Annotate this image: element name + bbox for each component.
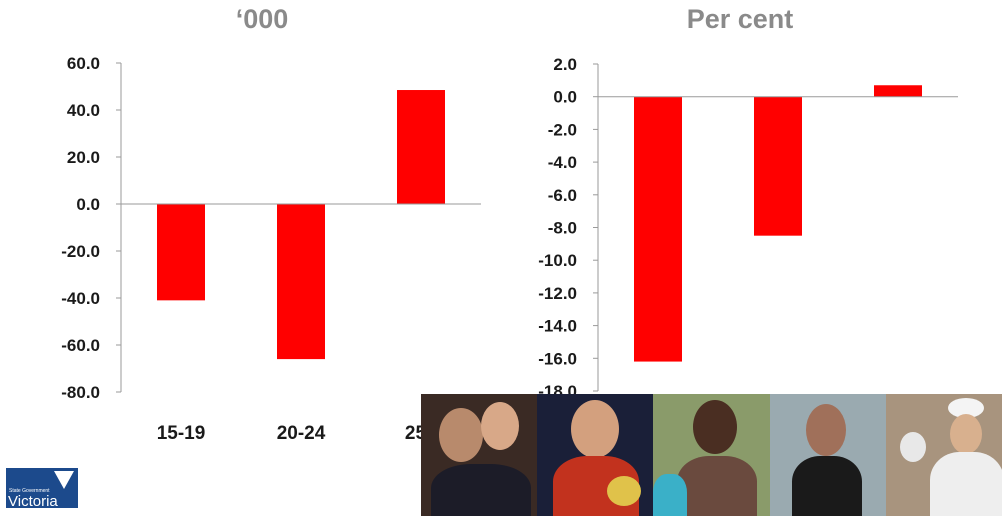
y-tick-label: 0.0 (76, 195, 100, 214)
y-tick-label: -10.0 (538, 251, 577, 270)
y-tick-label: -20.0 (61, 242, 100, 261)
woman-with-flowers-photo (537, 394, 654, 516)
y-tick-label: -4.0 (548, 153, 577, 172)
apprentice-with-goggles-photo (653, 394, 770, 516)
y-tick-label: -2.0 (548, 120, 577, 139)
chart-title-thousands: ‘000 (235, 4, 289, 34)
x-category-label: 20-24 (277, 423, 326, 444)
chefs-photo (885, 394, 1002, 516)
y-tick-label: -80.0 (61, 383, 100, 402)
y-tick-label: -16.0 (538, 349, 577, 368)
logo-line1: State Government (9, 488, 50, 494)
y-tick-label: 0.0 (553, 88, 577, 107)
bar-20-24 (754, 96, 802, 236)
logo-triangle-icon (54, 471, 74, 489)
y-tick-label: -12.0 (538, 284, 577, 303)
y-tick-label: 2.0 (553, 55, 577, 74)
bar-15-19 (634, 96, 682, 362)
smiling-woman-photo (769, 394, 886, 516)
y-tick-label: 20.0 (67, 148, 100, 167)
bar-25+ (874, 85, 922, 97)
photo-strip (421, 394, 1002, 516)
x-category-label: 15-19 (157, 423, 206, 444)
victoria-government-logo: State Government Victoria (6, 468, 78, 510)
y-tick-label: 40.0 (67, 101, 100, 120)
y-tick-label: -14.0 (538, 317, 577, 336)
chart-title-per-cent: Per cent (686, 4, 794, 34)
bar-15-19 (157, 204, 205, 301)
y-tick-label: -6.0 (548, 186, 577, 205)
bar-20-24 (277, 204, 325, 360)
y-tick-label: -8.0 (548, 219, 577, 238)
bar-25+ (397, 90, 445, 204)
students-photo (421, 394, 538, 516)
y-tick-label: -40.0 (61, 289, 100, 308)
logo-line2: Victoria (8, 493, 58, 510)
y-tick-label: -60.0 (61, 336, 100, 355)
y-tick-label: 60.0 (67, 54, 100, 73)
